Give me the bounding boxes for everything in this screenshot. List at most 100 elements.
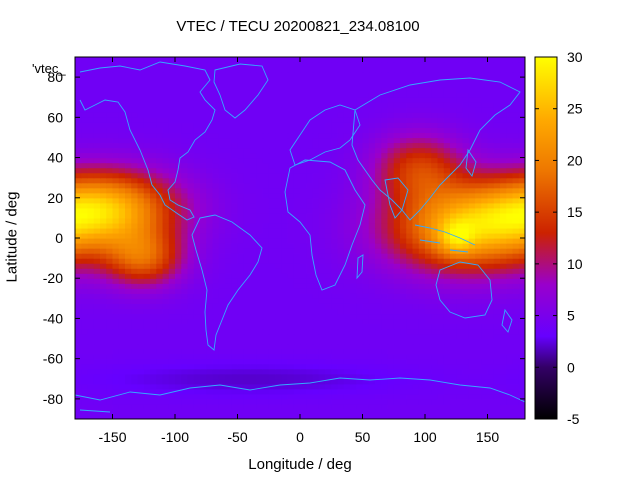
heatmap-cell <box>193 117 201 123</box>
heatmap-cell <box>287 333 295 340</box>
heatmap-cell <box>450 338 457 345</box>
heatmap-cell <box>493 172 501 179</box>
heatmap-cell <box>375 232 382 239</box>
heatmap-cell <box>156 187 164 194</box>
heatmap-cell <box>325 197 332 204</box>
heatmap-cell <box>518 298 525 304</box>
heatmap-cell <box>175 222 182 229</box>
heatmap-cell <box>81 293 89 299</box>
heatmap-cell <box>456 408 464 415</box>
heatmap-cell <box>487 102 495 108</box>
heatmap-cell <box>206 393 214 400</box>
heatmap-cell <box>293 72 301 78</box>
heatmap-cell <box>468 102 476 108</box>
heatmap-cell <box>100 212 107 219</box>
heatmap-cell <box>362 273 370 279</box>
heatmap-cell <box>231 358 239 365</box>
heatmap-cell <box>375 132 382 139</box>
heatmap-cell <box>481 258 489 264</box>
heatmap-cell <box>150 303 157 309</box>
heatmap-cell <box>237 308 245 315</box>
heatmap-cell <box>256 172 264 179</box>
heatmap-cell <box>150 293 157 299</box>
heatmap-cell <box>212 358 220 365</box>
heatmap-cell <box>443 408 451 415</box>
heatmap-cell <box>237 202 245 209</box>
heatmap-cell <box>300 303 307 309</box>
heatmap-cell <box>325 162 332 169</box>
heatmap-cell <box>318 157 326 164</box>
heatmap-cell <box>375 97 382 103</box>
heatmap-cell <box>356 197 364 204</box>
heatmap-cell <box>462 273 470 279</box>
heatmap-cell <box>287 172 295 179</box>
heatmap-cell <box>81 298 89 304</box>
heatmap-cell <box>450 238 457 244</box>
heatmap-cell <box>337 137 345 144</box>
heatmap-cell <box>275 142 282 149</box>
heatmap-cell <box>237 318 245 325</box>
heatmap-cell <box>112 298 120 304</box>
heatmap-cell <box>450 197 457 204</box>
heatmap-cell <box>462 187 470 194</box>
heatmap-cell <box>500 308 507 315</box>
heatmap-cell <box>162 117 170 123</box>
heatmap-cell <box>156 343 164 350</box>
heatmap-cell <box>81 227 89 234</box>
heatmap-cell <box>306 353 314 360</box>
heatmap-cell <box>225 408 232 415</box>
heatmap-cell <box>450 162 457 169</box>
heatmap-cell <box>375 373 382 380</box>
heatmap-cell <box>193 318 201 325</box>
heatmap-cell <box>512 202 520 209</box>
heatmap-cell <box>462 413 470 419</box>
heatmap-cell <box>193 177 201 184</box>
heatmap-cell <box>87 353 95 360</box>
heatmap-cell <box>112 308 120 315</box>
heatmap-cell <box>512 338 520 345</box>
heatmap-cell <box>325 373 332 380</box>
heatmap-cell <box>506 172 514 179</box>
heatmap-cell <box>143 308 151 315</box>
heatmap-cell <box>462 283 470 289</box>
heatmap-cell <box>287 207 295 214</box>
heatmap-cell <box>112 162 120 169</box>
heatmap-cell <box>231 398 239 405</box>
heatmap-cell <box>106 393 114 400</box>
heatmap-cell <box>250 393 257 400</box>
heatmap-cell <box>393 308 401 315</box>
heatmap-cell <box>493 243 501 249</box>
heatmap-cell <box>300 243 307 249</box>
heatmap-cell <box>318 82 326 88</box>
heatmap-cell <box>318 127 326 134</box>
heatmap-cell <box>187 398 195 405</box>
heatmap-cell <box>331 303 339 309</box>
heatmap-cell <box>225 393 232 400</box>
heatmap-cell <box>237 298 245 304</box>
heatmap-cell <box>406 318 414 325</box>
heatmap-cell <box>393 147 401 154</box>
heatmap-cell <box>87 107 95 113</box>
heatmap-cell <box>487 328 495 335</box>
heatmap-cell <box>375 293 382 299</box>
heatmap-cell <box>206 127 214 134</box>
heatmap-cell <box>262 112 270 118</box>
heatmap-cell <box>162 243 170 249</box>
heatmap-cell <box>231 318 239 325</box>
heatmap-cell <box>375 117 382 123</box>
heatmap-cell <box>118 97 126 103</box>
heatmap-cell <box>175 253 182 259</box>
heatmap-cell <box>312 368 320 375</box>
heatmap-cell <box>512 167 520 174</box>
heatmap-cell <box>81 318 89 325</box>
heatmap-cell <box>81 187 89 194</box>
heatmap-cell <box>250 212 257 219</box>
heatmap-cell <box>437 328 445 335</box>
heatmap-cell <box>106 187 114 194</box>
heatmap-cell <box>125 167 132 174</box>
heatmap-cell <box>381 368 389 375</box>
heatmap-cell <box>306 408 314 415</box>
heatmap-cell <box>175 212 182 219</box>
heatmap-cell <box>225 152 232 159</box>
heatmap-cell <box>393 358 401 365</box>
